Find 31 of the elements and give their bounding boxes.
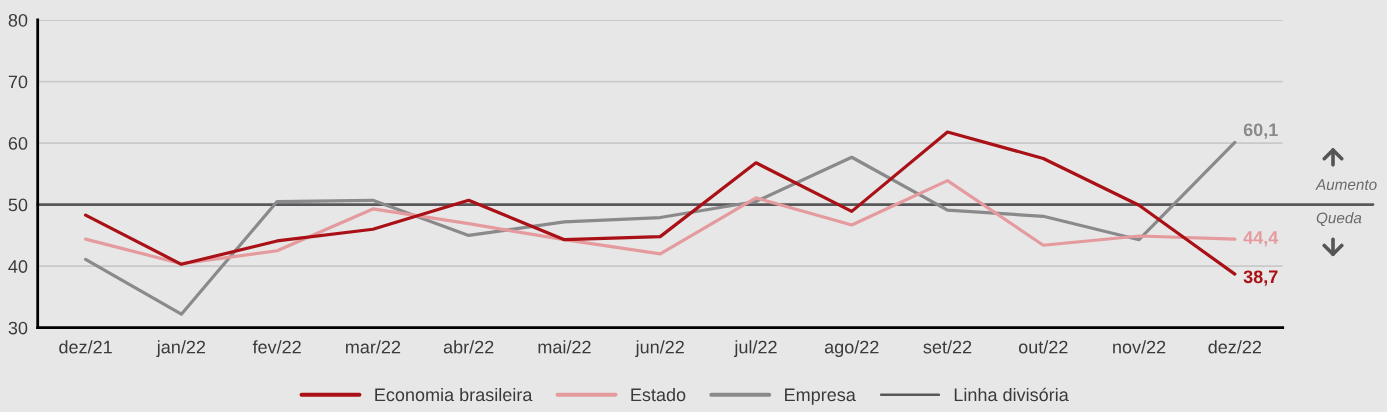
- x-tick-label: out/22: [1018, 340, 1068, 354]
- x-tick-label: fev/22: [252, 340, 301, 354]
- x-tick-label: mai/22: [538, 340, 591, 354]
- y-tick-label: 30: [8, 321, 28, 335]
- legend-label: Linha divisória: [954, 387, 1069, 402]
- x-tick-label: dez/22: [1208, 340, 1262, 354]
- legend-label: Empresa: [785, 388, 856, 405]
- text: Queda: [1316, 212, 1362, 227]
- legend-label: Estado: [631, 387, 686, 402]
- x-tick-label: jan/22: [156, 340, 206, 358]
- line-series: [83, 140, 1237, 316]
- x-tick-label: set/22: [923, 340, 972, 354]
- x-tick-label: jun/22: [635, 340, 684, 358]
- x-tick-label: abr/22: [443, 340, 494, 354]
- x-tick-label: ago/22: [824, 340, 879, 358]
- data-label: 38,7: [1243, 270, 1278, 286]
- y-tick-label: 40: [8, 260, 28, 273]
- y-tick-label: 80: [8, 13, 28, 27]
- data-label: 44,4: [1243, 231, 1279, 247]
- x-tick-label: nov/22: [1113, 340, 1166, 354]
- x-tick-label: mar/22: [346, 340, 401, 354]
- text: Aumento: [1315, 179, 1377, 190]
- y-tick-label: 50: [8, 198, 28, 212]
- x-tick-label: jul/22: [733, 340, 777, 358]
- line-series: [83, 130, 1237, 276]
- y-tick-label: 70: [8, 75, 28, 89]
- y-tick-label: 60: [8, 137, 28, 150]
- data-label: 60,1: [1243, 123, 1278, 139]
- line-series: [83, 179, 1237, 266]
- x-tick-label: dez/21: [59, 340, 112, 354]
- legend-label: Economia brasileira: [375, 387, 533, 402]
